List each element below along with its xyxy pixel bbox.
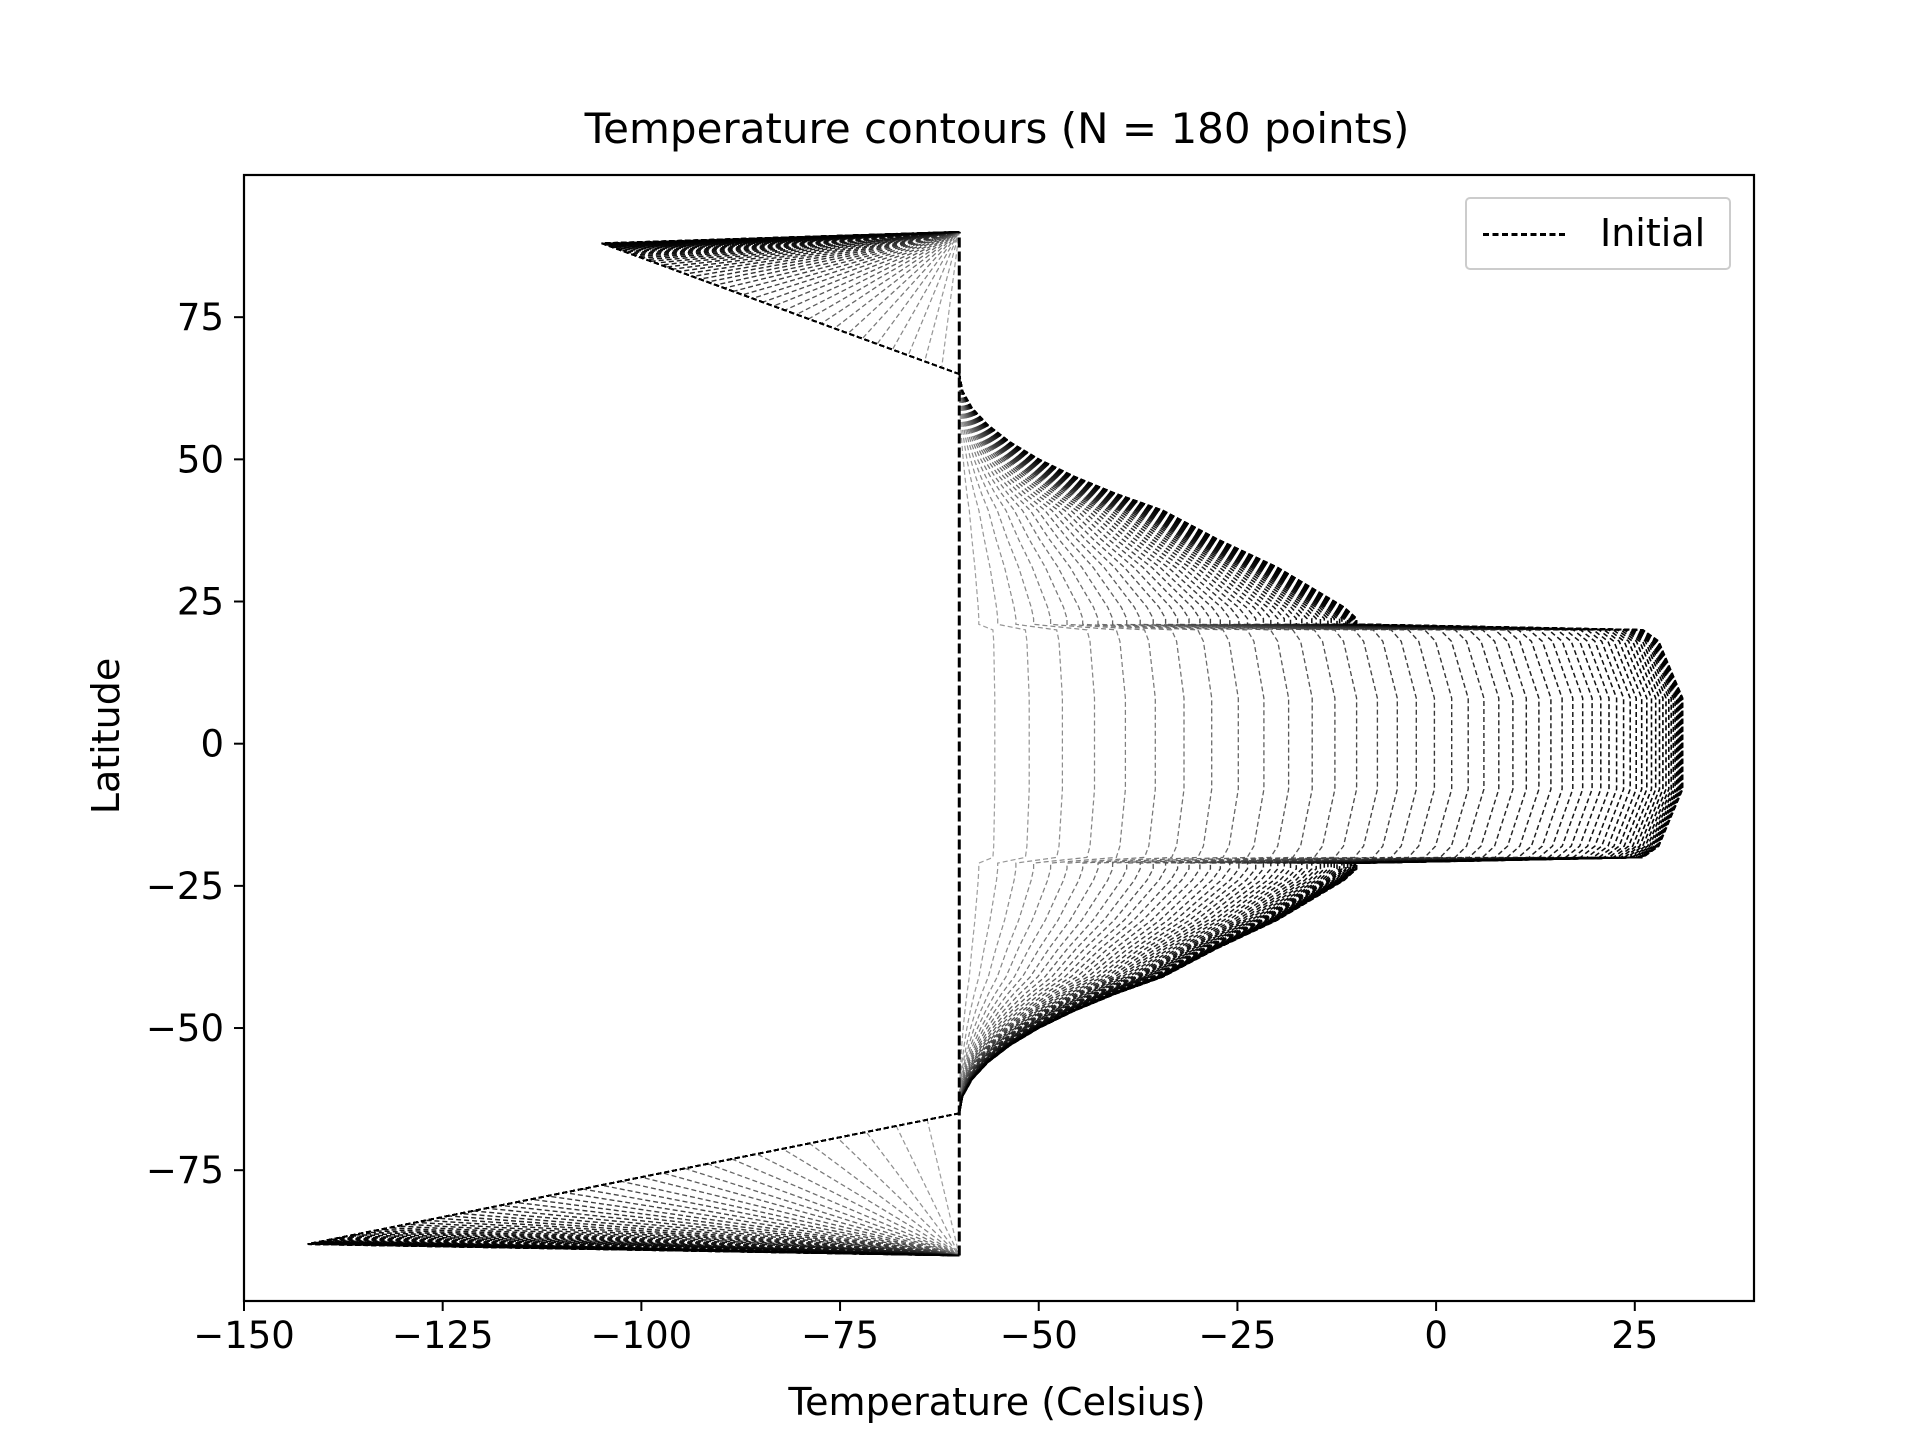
x-axis-label: Temperature (Celsius) (788, 1380, 1206, 1424)
contour-line (958, 373, 1584, 1114)
contour-line (958, 373, 1398, 1114)
contour-line (958, 373, 1684, 1114)
contour-line (958, 373, 1313, 1114)
contour-line (958, 373, 1625, 1114)
contour-line (958, 373, 1417, 1114)
contour-line (958, 373, 1563, 1114)
x-tick-label: −150 (193, 1314, 295, 1357)
contour-line (923, 231, 960, 375)
x-tick-label: −125 (392, 1314, 494, 1357)
contour-line (876, 231, 960, 375)
contour-line (958, 373, 1336, 1114)
contour-line (582, 1112, 960, 1257)
contour-line (958, 373, 1213, 1114)
contour-line (618, 231, 960, 375)
contour-line (958, 373, 1379, 1114)
contour-line (958, 373, 1156, 1114)
contour-line (958, 373, 1290, 1114)
legend-label-initial: Initial (1600, 211, 1706, 255)
contour-line (754, 1112, 960, 1257)
x-tick-label: −75 (801, 1314, 879, 1357)
contour-line (601, 230, 960, 375)
contour-line (958, 373, 1127, 1114)
contour-line (339, 1112, 960, 1257)
contour-line (958, 373, 1664, 1114)
contour-line (958, 373, 1514, 1114)
legend-dashed-line-icon (1483, 233, 1565, 236)
contour-line (646, 231, 960, 375)
contour-line (958, 373, 1661, 1114)
contour-line (729, 1112, 960, 1257)
y-tick-label: −50 (146, 1007, 224, 1050)
y-tick-label: −25 (146, 865, 224, 908)
y-tick-label: 75 (177, 296, 224, 339)
x-tick-label: −25 (1198, 1314, 1276, 1357)
contour-line (891, 231, 960, 375)
contour-line (666, 231, 960, 375)
contour-lines (307, 230, 1684, 1257)
y-axis-ticks: −75 −50 −25 0 25 50 75 (146, 296, 244, 1192)
y-tick-label: 25 (177, 581, 224, 624)
contour-line (958, 373, 1485, 1114)
contour-line (958, 373, 1030, 1114)
chart-title: Temperature contours (N = 180 points) (584, 104, 1410, 153)
contour-line (958, 373, 1528, 1114)
contour-line (846, 231, 960, 375)
x-tick-label: −50 (1000, 1314, 1078, 1357)
contour-line (958, 373, 996, 1114)
contour-line (958, 373, 1358, 1114)
contour-line (958, 373, 1469, 1114)
x-tick-label: 25 (1611, 1314, 1658, 1357)
axes-frame (242, 173, 1756, 1303)
contour-line (926, 1112, 960, 1256)
x-tick-label: 0 (1424, 1314, 1448, 1357)
y-tick-label: −75 (146, 1149, 224, 1192)
y-tick-label: 0 (200, 723, 224, 766)
legend: Initial (1465, 197, 1731, 270)
contour-line (958, 373, 1500, 1114)
contour-line (958, 373, 1265, 1114)
contour-line (958, 373, 1540, 1114)
contour-line (530, 1112, 960, 1257)
contour-line (958, 373, 1096, 1114)
contour-line (958, 373, 1064, 1114)
contour-line (426, 1112, 960, 1257)
contour-line (705, 1112, 960, 1257)
contour-line (958, 373, 1552, 1114)
x-axis-ticks: −150 −125 −100 −75 −50 −25 0 25 (193, 1301, 1658, 1357)
contour-line (958, 373, 1610, 1114)
contour-line (307, 1112, 960, 1257)
y-tick-label: 50 (177, 438, 224, 481)
contour-line (958, 373, 1436, 1114)
contour-line (958, 373, 1185, 1114)
y-axis-label: Latitude (84, 657, 128, 815)
x-tick-label: −100 (591, 1314, 693, 1357)
